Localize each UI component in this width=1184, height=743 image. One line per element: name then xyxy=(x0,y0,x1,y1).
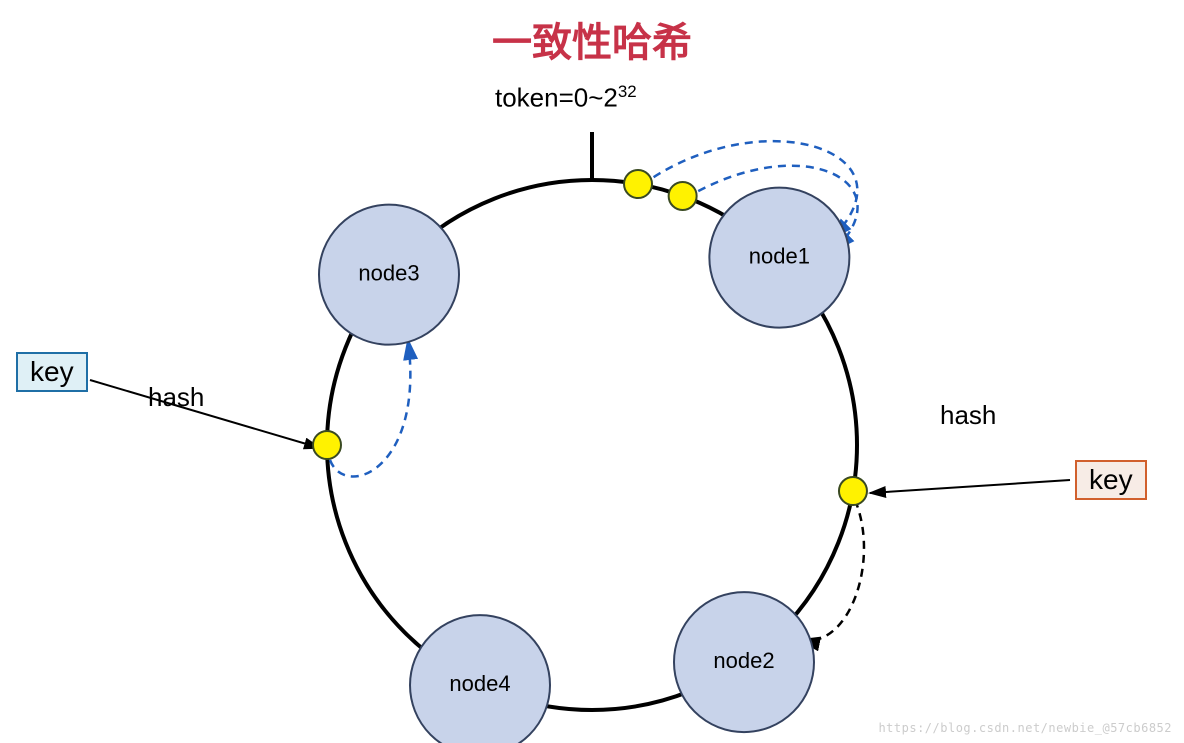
node-label-node3: node3 xyxy=(358,260,419,285)
nodes-group: node1 node2 node3 node4 xyxy=(319,188,849,743)
token-range-exp: 32 xyxy=(618,82,637,101)
node-circle-node1 xyxy=(709,188,849,328)
dash-right xyxy=(800,500,864,641)
dash-left xyxy=(330,340,410,477)
token-range-label: token=0~232 xyxy=(495,82,637,114)
solid-arrows-group xyxy=(90,380,1070,493)
dot-top-a xyxy=(624,170,652,198)
node-label-node2: node2 xyxy=(713,648,774,673)
diagram-title: 一致性哈希 xyxy=(0,10,1184,68)
dash-top-a xyxy=(642,141,857,238)
node-label-node1: node1 xyxy=(749,243,810,268)
hash-label-left: hash xyxy=(148,382,204,413)
arrow-right-key xyxy=(870,480,1070,493)
key-box-left: key xyxy=(16,352,88,392)
node-circle-node4 xyxy=(410,615,550,743)
dashed-arrows-group xyxy=(330,141,864,641)
node-label-node4: node4 xyxy=(449,671,510,696)
key-box-right: key xyxy=(1075,460,1147,500)
node-circle-node2 xyxy=(674,592,814,732)
key-dots-group xyxy=(313,170,867,505)
dot-left xyxy=(313,431,341,459)
dot-top-b xyxy=(669,182,697,210)
token-range-base: token=0~2 xyxy=(495,83,618,113)
node-circle-node3 xyxy=(319,205,459,345)
hash-label-right: hash xyxy=(940,400,996,431)
hash-ring xyxy=(327,180,857,710)
dash-top-b xyxy=(686,166,858,250)
dot-right xyxy=(839,477,867,505)
watermark-text: https://blog.csdn.net/newbie_@57cb6852 xyxy=(878,721,1172,735)
arrow-left-key xyxy=(90,380,320,448)
